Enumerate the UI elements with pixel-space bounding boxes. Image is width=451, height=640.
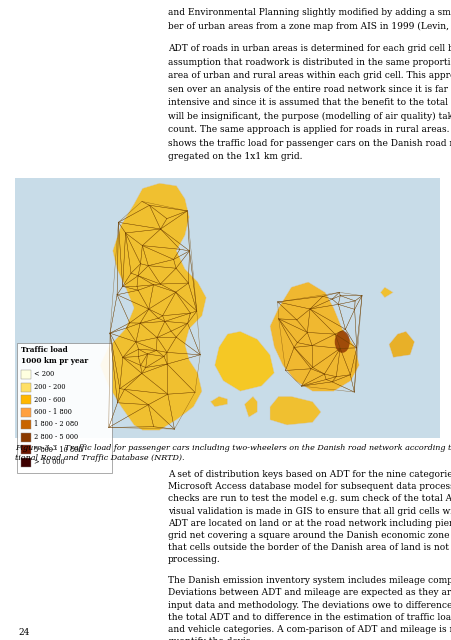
Text: sen over an analysis of the entire road network since it is far less labour: sen over an analysis of the entire road …	[168, 85, 451, 94]
Bar	[15, 178, 439, 438]
Polygon shape	[388, 332, 414, 357]
Text: gregated on the 1x1 km grid.: gregated on the 1x1 km grid.	[168, 152, 302, 161]
Bar	[21, 433, 31, 442]
Text: 200 - 200: 200 - 200	[34, 383, 65, 391]
Polygon shape	[100, 183, 206, 430]
Text: checks are run to test the model e.g. sum check of the total ADT. Further, a: checks are run to test the model e.g. su…	[168, 494, 451, 504]
Text: < 200: < 200	[34, 371, 54, 378]
Text: ADT of roads in urban areas is determined for each grid cell based on the: ADT of roads in urban areas is determine…	[168, 44, 451, 54]
Text: 600 - 1 800: 600 - 1 800	[34, 408, 72, 416]
Text: Figure 3.3   Traffic load for passenger cars including two-wheelers on the Danis: Figure 3.3 Traffic load for passenger ca…	[15, 444, 451, 452]
Polygon shape	[214, 332, 274, 391]
Text: 2 800 - 5 000: 2 800 - 5 000	[34, 433, 78, 441]
Text: that cells outside the border of the Danish area of land is not lost during data: that cells outside the border of the Dan…	[168, 543, 451, 552]
Polygon shape	[244, 396, 257, 417]
Text: > 10 000: > 10 000	[34, 458, 64, 466]
Text: area of urban and rural areas within each grid cell. This approach is cho-: area of urban and rural areas within eac…	[168, 72, 451, 81]
Bar	[21, 420, 31, 429]
Text: 200 - 600: 200 - 600	[34, 396, 65, 403]
Text: Traffic load: Traffic load	[21, 346, 68, 354]
Text: input data and methodology. The deviations owe to differences in assumptions of: input data and methodology. The deviatio…	[168, 600, 451, 609]
Text: and Environmental Planning slightly modified by adding a small num-: and Environmental Planning slightly modi…	[168, 8, 451, 17]
Ellipse shape	[334, 331, 349, 353]
Text: the total ADT and to difference in the estimation of traffic loads for the road: the total ADT and to difference in the e…	[168, 612, 451, 621]
Text: Microsoft Access database model for subsequent data processing. A number of: Microsoft Access database model for subs…	[168, 482, 451, 492]
Text: shows the traffic load for passenger cars on the Danish road network ag-: shows the traffic load for passenger car…	[168, 139, 451, 148]
Text: quantify the devia-: quantify the devia-	[168, 637, 253, 640]
Text: intensive and since it is assumed that the benefit to the total uncertainty: intensive and since it is assumed that t…	[168, 99, 451, 108]
Text: assumption that roadwork is distributed in the same proportion as the: assumption that roadwork is distributed …	[168, 58, 451, 67]
Text: grid net covering a square around the Danish economic zone is applied to ensure: grid net covering a square around the Da…	[168, 531, 451, 540]
Text: 24: 24	[18, 628, 29, 637]
Bar	[21, 383, 31, 392]
Text: 1000 km pr year: 1000 km pr year	[21, 357, 88, 365]
Polygon shape	[269, 396, 320, 425]
Bar	[21, 370, 31, 379]
Text: tional Road and Traffic Database (NRTD).: tional Road and Traffic Database (NRTD).	[15, 454, 184, 462]
Bar	[21, 395, 31, 404]
Text: 5 800 - 10 800: 5 800 - 10 800	[34, 445, 82, 454]
Text: 1 800 - 2 080: 1 800 - 2 080	[34, 420, 78, 429]
Text: ADT are located on land or at the road network including piers and bridges. A: ADT are located on land or at the road n…	[168, 519, 451, 528]
Text: ber of urban areas from a zone map from AIS in 1999 (Levin, 2009).: ber of urban areas from a zone map from …	[168, 22, 451, 31]
Text: and vehicle categories. A com-parison of ADT and mileage is made to identify and: and vehicle categories. A com-parison of…	[168, 625, 451, 634]
Bar	[17, 343, 112, 473]
Polygon shape	[380, 287, 392, 298]
Text: processing.: processing.	[168, 556, 220, 564]
Text: count. The same approach is applied for roads in rural areas. Figure 3.3: count. The same approach is applied for …	[168, 125, 451, 134]
Bar	[21, 458, 31, 467]
Text: A set of distribution keys based on ADT for the nine categories is set up in a: A set of distribution keys based on ADT …	[168, 470, 451, 479]
Polygon shape	[210, 396, 227, 407]
Text: will be insignificant, the purpose (modelling of air quality) taken into ac-: will be insignificant, the purpose (mode…	[168, 112, 451, 121]
Bar	[21, 445, 31, 454]
Polygon shape	[269, 282, 359, 391]
Text: visual validation is made in GIS to ensure that all grid cells with an associate: visual validation is made in GIS to ensu…	[168, 507, 451, 516]
Text: Deviations between ADT and mileage are expected as they are based on different: Deviations between ADT and mileage are e…	[168, 588, 451, 597]
Bar	[21, 408, 31, 417]
Text: The Danish emission inventory system includes mileage comparable to ADT in NRTD.: The Danish emission inventory system inc…	[168, 576, 451, 585]
